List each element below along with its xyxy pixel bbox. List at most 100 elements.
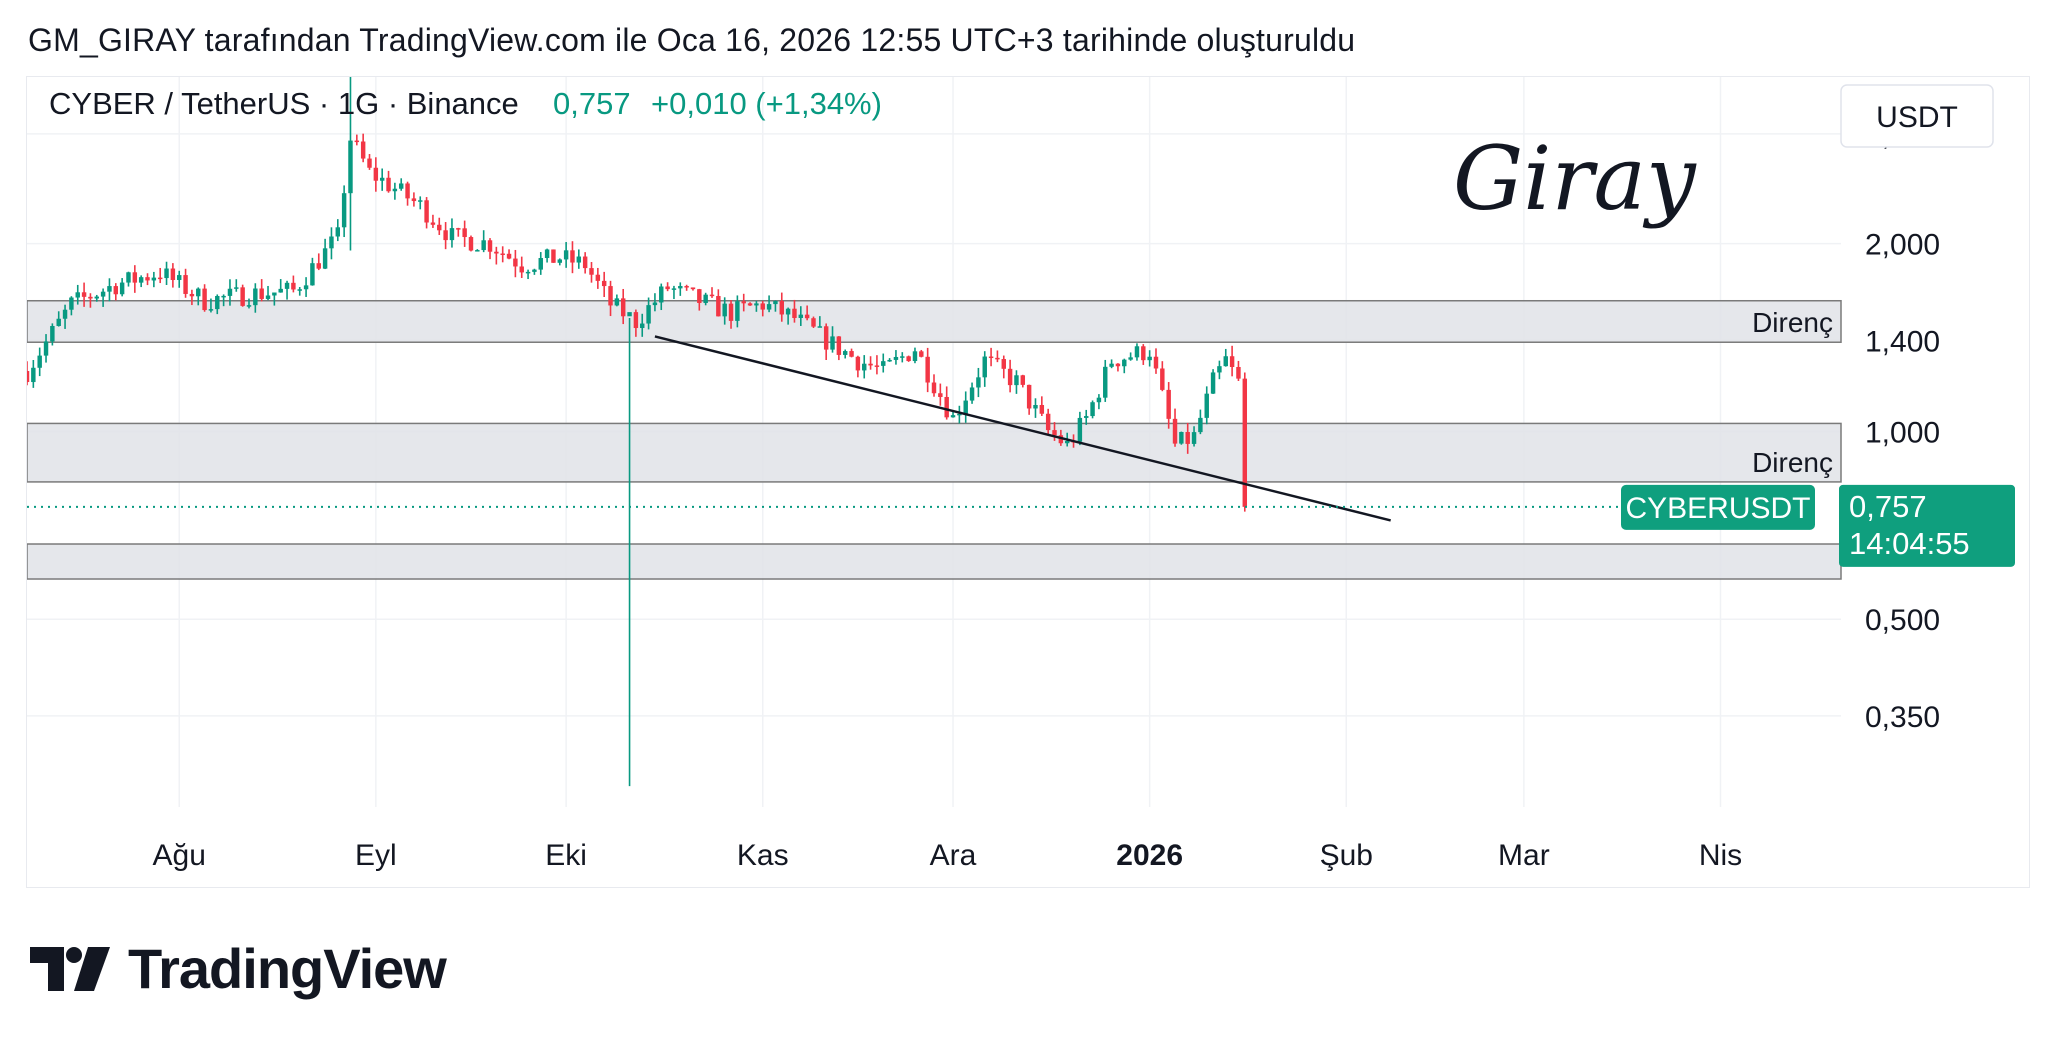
candle <box>1204 386 1209 425</box>
candle <box>887 358 892 362</box>
candle <box>494 246 499 265</box>
candle <box>202 284 207 312</box>
candle <box>240 284 245 307</box>
candle <box>703 292 708 306</box>
x-tick-label: Nis <box>1699 839 1742 872</box>
price-tag: CYBERUSDT 0,757 14:04:55 <box>1621 484 2015 567</box>
zone-0 <box>27 299 1842 343</box>
currency-label: USDT <box>1876 101 1958 134</box>
candle <box>646 297 651 330</box>
candle <box>253 283 258 313</box>
candle <box>652 293 658 312</box>
price-tag-symbol: CYBERUSDT <box>1625 492 1810 525</box>
tradingview-logo-text: TradingView <box>128 937 447 1000</box>
candle <box>823 323 829 361</box>
candle <box>1166 382 1171 429</box>
candle <box>1223 348 1228 367</box>
candle <box>671 285 677 300</box>
candle <box>297 287 302 296</box>
symbol-change: +0,010 (+1,34%) <box>651 86 882 121</box>
candle <box>785 307 791 325</box>
candle <box>1160 361 1165 392</box>
tradingview-logo[interactable]: TradingView <box>30 936 447 1001</box>
candle <box>811 316 816 329</box>
candle <box>75 284 80 305</box>
candle <box>1141 344 1146 365</box>
candle <box>601 271 607 297</box>
candle <box>1014 370 1019 394</box>
candle <box>449 218 455 248</box>
candle <box>221 294 226 307</box>
candle <box>1109 359 1114 369</box>
candle <box>81 282 87 307</box>
candle <box>1103 359 1108 402</box>
candle <box>322 238 328 270</box>
candle <box>107 278 112 302</box>
candle <box>944 386 949 420</box>
candle <box>766 295 772 313</box>
candle <box>1147 350 1152 367</box>
currency-box[interactable]: USDT <box>1840 84 1994 148</box>
candle <box>988 347 994 367</box>
candle <box>563 242 569 268</box>
symbol-label: CYBER / TetherUS · 1G · Binance <box>49 86 519 121</box>
candle <box>557 258 563 266</box>
candle <box>348 77 353 251</box>
trendline[interactable] <box>654 335 1391 522</box>
candle <box>881 353 886 373</box>
candle <box>456 227 461 237</box>
x-tick-label: Mar <box>1498 839 1550 872</box>
candle <box>31 359 36 388</box>
candle <box>94 294 99 302</box>
candle <box>995 350 1000 363</box>
candle <box>982 351 987 387</box>
candle <box>538 252 543 275</box>
y-tick-label: 0,350 <box>1865 701 1940 734</box>
candle <box>138 275 144 288</box>
candle <box>62 304 68 329</box>
y-tick-label: 2,000 <box>1865 229 1940 262</box>
candle <box>842 349 848 359</box>
candle <box>145 273 150 286</box>
candle <box>386 170 391 193</box>
candle <box>183 268 188 298</box>
candle <box>1084 409 1089 425</box>
candle <box>487 238 493 260</box>
candle <box>316 253 321 271</box>
candle <box>37 347 42 377</box>
candle <box>640 313 645 337</box>
candle <box>716 289 721 317</box>
candle <box>69 296 74 316</box>
candle <box>475 249 480 252</box>
candle <box>335 219 341 242</box>
candle <box>1179 431 1184 445</box>
candle <box>360 133 366 163</box>
price-tag-price: 0,757 <box>1849 489 1927 524</box>
candle <box>1236 360 1241 382</box>
candle <box>659 283 664 311</box>
candle <box>709 287 715 298</box>
candle <box>1001 355 1006 379</box>
candle <box>373 157 379 192</box>
candle <box>1210 369 1216 394</box>
candle <box>519 256 524 278</box>
candle <box>906 355 911 362</box>
candle <box>506 249 512 260</box>
candle <box>570 241 575 274</box>
chart-header: GM_GIRAY tarafından TradingView.com ile … <box>28 22 1356 58</box>
candle <box>170 263 176 288</box>
candle <box>931 374 937 397</box>
candle <box>430 214 436 228</box>
candle <box>392 182 398 200</box>
candle <box>849 348 854 358</box>
candle <box>678 282 683 296</box>
candle <box>760 300 765 317</box>
candle <box>665 282 670 292</box>
candle <box>925 347 930 393</box>
candle <box>976 367 981 398</box>
candle <box>697 288 702 311</box>
candle <box>513 249 518 278</box>
candle <box>246 298 252 309</box>
